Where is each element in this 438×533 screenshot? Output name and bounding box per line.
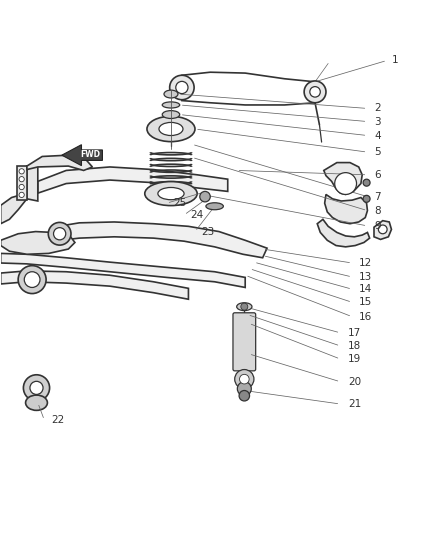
Text: 19: 19: [348, 354, 361, 364]
Circle shape: [176, 82, 188, 94]
Text: 13: 13: [359, 272, 372, 282]
Ellipse shape: [206, 203, 223, 210]
Circle shape: [240, 374, 249, 384]
Polygon shape: [62, 144, 102, 166]
Circle shape: [237, 382, 251, 395]
Ellipse shape: [162, 111, 180, 118]
Ellipse shape: [162, 102, 180, 108]
Polygon shape: [1, 231, 75, 254]
Circle shape: [23, 375, 49, 401]
Circle shape: [48, 222, 71, 245]
Circle shape: [170, 75, 194, 100]
Text: 22: 22: [51, 415, 64, 425]
Text: 3: 3: [374, 117, 381, 126]
Text: 9: 9: [374, 221, 381, 231]
Text: 16: 16: [359, 312, 372, 322]
Ellipse shape: [159, 123, 183, 135]
Text: 23: 23: [201, 227, 215, 237]
Circle shape: [363, 179, 370, 186]
Text: 24: 24: [191, 210, 204, 220]
Circle shape: [310, 87, 320, 97]
Text: 17: 17: [348, 328, 361, 338]
Polygon shape: [27, 155, 92, 171]
Text: FWD: FWD: [80, 150, 100, 159]
Text: 7: 7: [374, 192, 381, 201]
Circle shape: [335, 173, 357, 195]
FancyBboxPatch shape: [233, 313, 256, 371]
Text: 25: 25: [173, 198, 187, 208]
Circle shape: [53, 228, 66, 240]
Ellipse shape: [237, 303, 252, 311]
Circle shape: [18, 265, 46, 294]
Circle shape: [19, 184, 24, 190]
Ellipse shape: [147, 116, 195, 142]
Circle shape: [239, 391, 250, 401]
Text: 21: 21: [348, 399, 361, 409]
Circle shape: [363, 195, 370, 203]
Polygon shape: [1, 271, 188, 299]
Text: 12: 12: [359, 258, 372, 268]
Polygon shape: [324, 163, 362, 195]
Circle shape: [19, 192, 24, 198]
Polygon shape: [27, 166, 38, 201]
Circle shape: [241, 303, 248, 310]
Text: 8: 8: [374, 206, 381, 216]
Text: 6: 6: [374, 170, 381, 180]
Ellipse shape: [158, 188, 184, 200]
Text: 18: 18: [348, 341, 361, 351]
Circle shape: [304, 81, 326, 103]
Circle shape: [24, 272, 40, 287]
Text: 15: 15: [359, 297, 372, 308]
Polygon shape: [53, 222, 267, 258]
Polygon shape: [317, 220, 370, 247]
Polygon shape: [325, 195, 367, 224]
Ellipse shape: [164, 90, 178, 98]
Polygon shape: [17, 166, 27, 200]
Text: 14: 14: [359, 284, 372, 294]
Circle shape: [19, 176, 24, 182]
Circle shape: [19, 169, 24, 174]
Ellipse shape: [25, 395, 47, 410]
Text: 20: 20: [348, 377, 361, 387]
Text: 1: 1: [392, 55, 398, 66]
Polygon shape: [374, 221, 392, 239]
Text: 4: 4: [374, 131, 381, 141]
Polygon shape: [182, 72, 315, 105]
Polygon shape: [1, 253, 245, 287]
Ellipse shape: [145, 182, 197, 206]
Text: 5: 5: [374, 147, 381, 157]
Circle shape: [378, 225, 387, 234]
Polygon shape: [1, 193, 27, 224]
Circle shape: [200, 191, 210, 202]
Circle shape: [30, 381, 43, 394]
Circle shape: [235, 369, 254, 389]
Polygon shape: [38, 167, 228, 193]
Text: 2: 2: [374, 103, 381, 114]
